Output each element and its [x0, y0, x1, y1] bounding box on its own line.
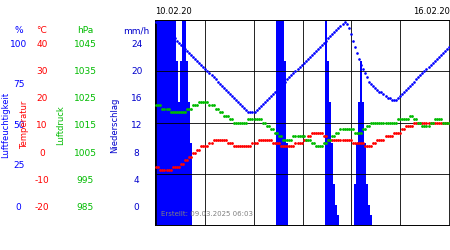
Bar [356, 143, 358, 225]
Bar [174, 102, 176, 225]
Bar [155, 20, 158, 225]
Bar [184, 20, 186, 225]
Bar [188, 102, 190, 225]
Text: 1025: 1025 [74, 94, 97, 104]
Bar [333, 184, 335, 225]
Text: %: % [14, 26, 23, 35]
Bar [362, 102, 364, 225]
Bar [358, 102, 360, 225]
Bar [331, 143, 333, 225]
Bar [284, 61, 286, 225]
Bar [368, 204, 370, 225]
Bar [190, 143, 192, 225]
Text: 985: 985 [77, 203, 94, 212]
Text: °C: °C [36, 26, 47, 35]
Bar [176, 61, 178, 225]
Text: 0: 0 [39, 149, 45, 158]
Bar [184, 30, 186, 225]
Bar [335, 204, 338, 225]
Text: 16: 16 [131, 94, 142, 104]
Text: -10: -10 [35, 176, 50, 185]
Text: 1035: 1035 [74, 67, 97, 76]
Text: 30: 30 [36, 67, 48, 76]
Text: 24: 24 [131, 40, 142, 49]
Bar [366, 184, 368, 225]
Bar [170, 20, 171, 225]
Bar [167, 20, 170, 225]
Text: Niederschlag: Niederschlag [110, 97, 119, 153]
Bar [171, 20, 174, 225]
Text: 16.02.20: 16.02.20 [413, 7, 450, 16]
Bar [182, 20, 184, 225]
Text: 40: 40 [36, 40, 48, 49]
Bar [162, 20, 163, 225]
Text: 995: 995 [77, 176, 94, 185]
Bar [186, 82, 188, 225]
Text: Temperatur: Temperatur [20, 101, 29, 149]
Bar [364, 143, 366, 225]
Text: 75: 75 [13, 80, 24, 89]
Text: hPa: hPa [77, 26, 94, 35]
Text: 0: 0 [134, 203, 140, 212]
Text: 20: 20 [131, 67, 142, 76]
Bar [325, 20, 327, 225]
Bar [188, 122, 190, 225]
Text: 50: 50 [13, 121, 24, 130]
Bar [178, 102, 180, 225]
Text: 10.02.20: 10.02.20 [155, 7, 192, 16]
Bar [354, 184, 356, 225]
Bar [286, 143, 288, 225]
Text: 1015: 1015 [74, 122, 97, 130]
Bar [180, 61, 182, 225]
Text: 25: 25 [13, 161, 24, 170]
Bar [163, 20, 166, 225]
Bar [186, 61, 188, 225]
Text: 8: 8 [134, 149, 140, 158]
Text: 1005: 1005 [74, 149, 97, 158]
Text: -20: -20 [35, 203, 49, 212]
Text: 20: 20 [36, 94, 48, 104]
Text: 100: 100 [10, 40, 27, 49]
Bar [166, 20, 167, 225]
Text: 12: 12 [131, 122, 142, 130]
Bar [163, 40, 166, 225]
Text: Erstellt: 09.03.2025 06:03: Erstellt: 09.03.2025 06:03 [161, 211, 253, 217]
Bar [170, 20, 171, 225]
Bar [360, 61, 362, 225]
Bar [282, 20, 284, 225]
Text: 0: 0 [16, 203, 22, 212]
Bar [276, 20, 278, 225]
Bar [370, 215, 372, 225]
Text: 10: 10 [36, 122, 48, 130]
Text: 4: 4 [134, 176, 140, 185]
Bar [159, 20, 162, 225]
Bar [327, 61, 329, 225]
Bar [182, 20, 184, 225]
Text: 1045: 1045 [74, 40, 97, 49]
Text: Luftdruck: Luftdruck [56, 105, 65, 145]
Bar [278, 20, 280, 225]
Bar [280, 20, 282, 225]
Bar [158, 20, 159, 225]
Bar [171, 30, 174, 225]
Bar [174, 20, 176, 225]
Bar [338, 215, 339, 225]
Text: mm/h: mm/h [123, 26, 150, 35]
Text: Luftfeuchtigkeit: Luftfeuchtigkeit [1, 92, 10, 158]
Bar [162, 20, 163, 225]
Bar [190, 164, 192, 225]
Bar [329, 102, 331, 225]
